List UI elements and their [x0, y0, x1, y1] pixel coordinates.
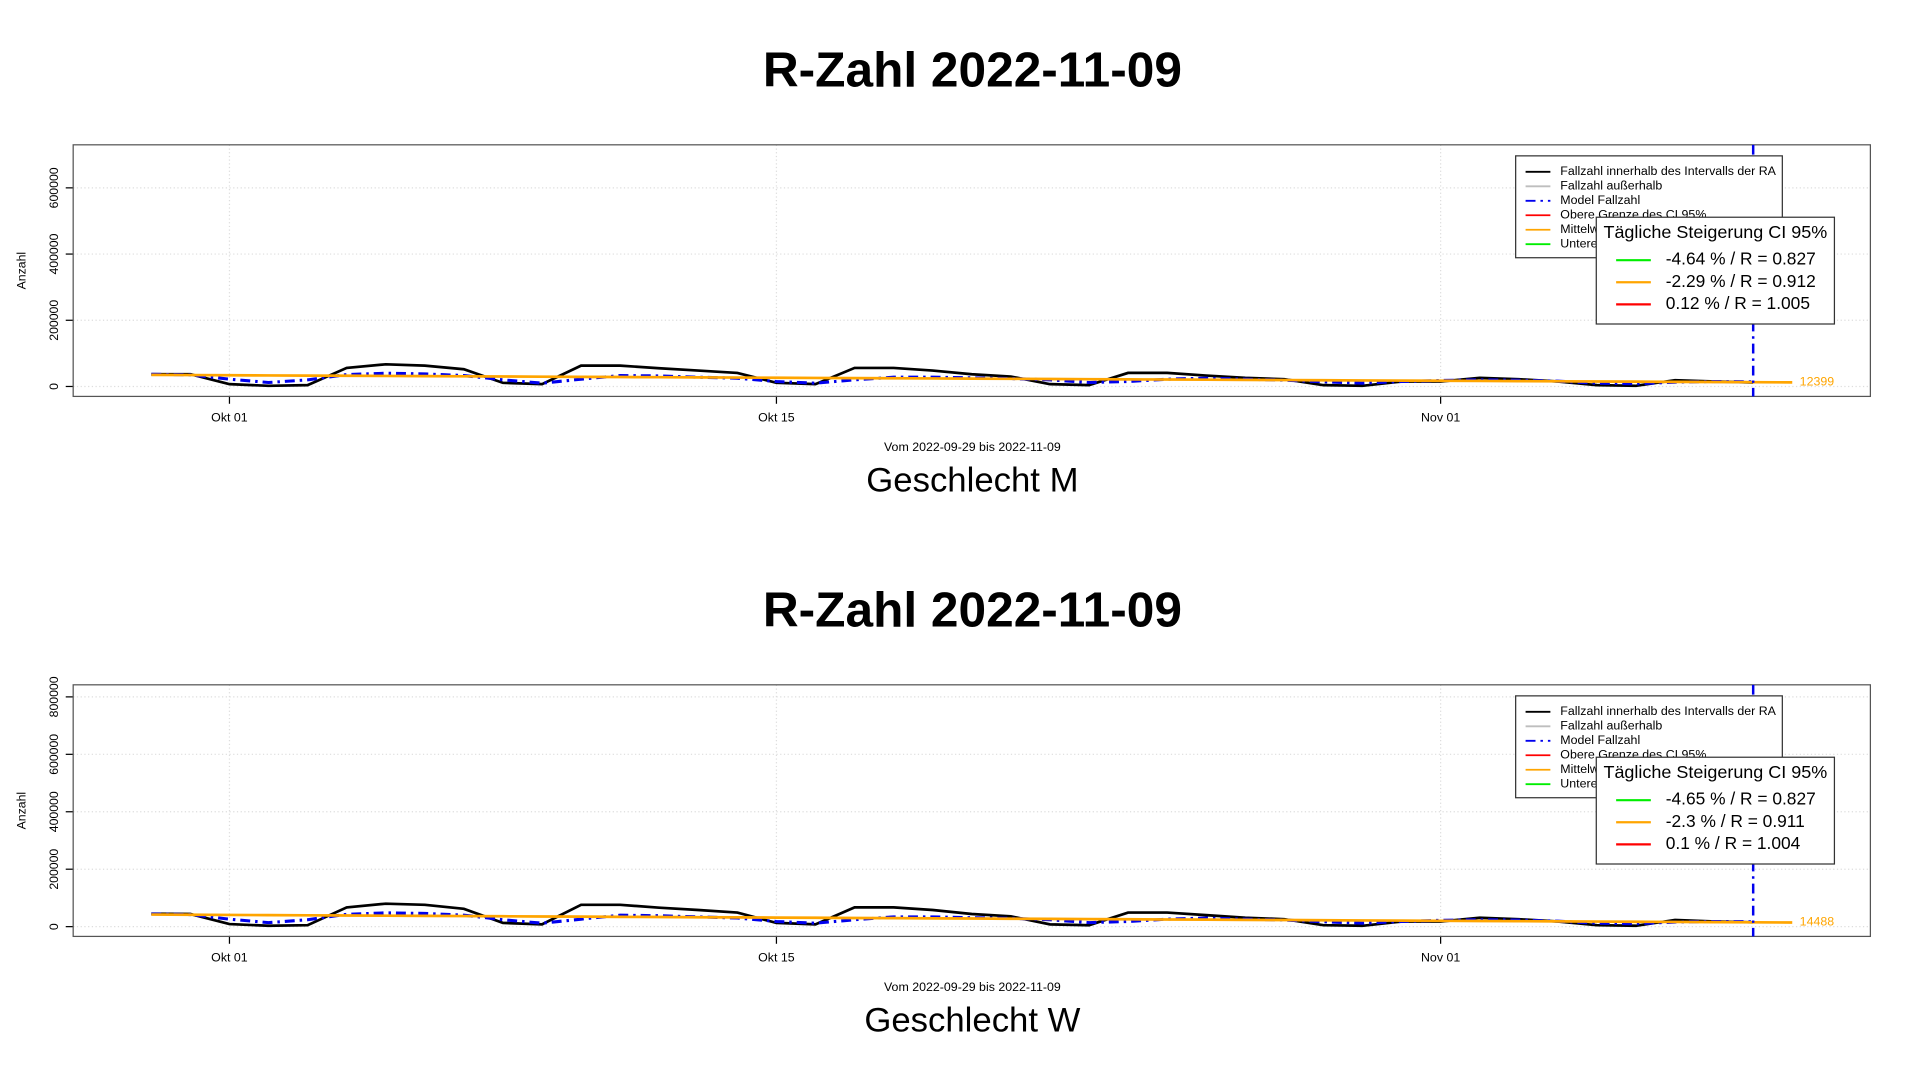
x-tick-label: Okt 15	[758, 951, 795, 965]
ci-label: -4.65 % / R = 0.827	[1666, 789, 1816, 809]
series-line	[151, 913, 1793, 924]
ci-label: -2.29 % / R = 0.912	[1666, 271, 1816, 291]
plot-frame	[72, 684, 1872, 938]
y-tick-label: 800000	[47, 676, 61, 717]
series-line	[151, 902, 1754, 928]
ci-box	[1595, 756, 1836, 865]
x-tick-label: Nov 01	[1421, 411, 1460, 425]
x-tick-label: Okt 01	[211, 951, 248, 965]
caption: Geschlecht M	[866, 462, 1078, 500]
ci-title: Tägliche Steigerung CI 95%	[1603, 762, 1827, 782]
series-line	[151, 362, 1754, 388]
y-tick-label: 0	[47, 923, 61, 930]
caption: Geschlecht W	[864, 1002, 1080, 1040]
ci-box	[1595, 216, 1836, 325]
x-axis-label: Vom 2022-09-29 bis 2022-11-09	[884, 440, 1061, 454]
ci-label: -4.64 % / R = 0.827	[1666, 249, 1816, 269]
chart-title: R-Zahl 2022-11-09	[763, 583, 1182, 638]
x-tick-label: Nov 01	[1421, 951, 1460, 965]
y-tick-label: 0	[47, 383, 61, 390]
series-line	[151, 911, 1754, 926]
y-tick-label: 600000	[47, 167, 61, 208]
legend-label: Fallzahl außerhalb	[1560, 179, 1662, 193]
x-tick-label: Okt 15	[758, 411, 795, 425]
y-tick-label: 400000	[47, 791, 61, 832]
series-line	[151, 373, 1793, 384]
ci-label: 0.1 % / R = 1.004	[1666, 833, 1801, 853]
chart-title: R-Zahl 2022-11-09	[763, 43, 1182, 98]
legend-label: Mittelw	[1560, 222, 1599, 236]
y-tick-label: 200000	[47, 849, 61, 890]
legend-label: Model Fallzahl	[1560, 733, 1640, 747]
x-tick-label: Okt 01	[211, 411, 248, 425]
legend-label: Fallzahl innerhalb des Intervalls der RA	[1560, 164, 1776, 178]
y-tick-label: 600000	[47, 734, 61, 775]
ci-title: Tägliche Steigerung CI 95%	[1603, 222, 1827, 242]
x-axis-label: Vom 2022-09-29 bis 2022-11-09	[884, 980, 1061, 994]
ci-label: -2.3 % / R = 0.911	[1666, 811, 1805, 831]
plot-frame	[72, 144, 1872, 398]
legend-label: Model Fallzahl	[1560, 193, 1640, 207]
legend-label: Untere	[1560, 237, 1597, 251]
data-label: 12399	[1800, 375, 1835, 389]
legend-label: Fallzahl außerhalb	[1560, 719, 1662, 733]
legend-label: Untere	[1560, 777, 1597, 791]
legend-label: Fallzahl innerhalb des Intervalls der RA	[1560, 704, 1776, 718]
y-axis-label: Anzahl	[15, 252, 29, 290]
data-label: 14488	[1800, 915, 1835, 929]
legend-label: Mittelw	[1560, 762, 1599, 776]
ci-label: 0.12 % / R = 1.005	[1666, 293, 1810, 313]
y-tick-label: 200000	[47, 300, 61, 341]
y-tick-label: 400000	[47, 233, 61, 274]
y-axis-label: Anzahl	[15, 792, 29, 830]
